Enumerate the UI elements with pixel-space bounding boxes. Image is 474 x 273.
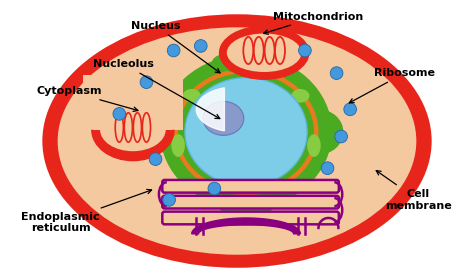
Circle shape (194, 40, 207, 52)
Text: Cytoplasm: Cytoplasm (37, 86, 138, 111)
Circle shape (321, 162, 334, 174)
Ellipse shape (172, 134, 185, 157)
FancyBboxPatch shape (162, 180, 339, 193)
Ellipse shape (100, 108, 166, 151)
Ellipse shape (214, 170, 278, 220)
Text: Nucleolus: Nucleolus (93, 59, 220, 118)
Ellipse shape (42, 14, 432, 268)
Ellipse shape (160, 55, 332, 209)
Ellipse shape (292, 89, 310, 103)
Text: Endoplasmic
reticulum: Endoplasmic reticulum (21, 189, 152, 233)
Circle shape (149, 153, 162, 165)
FancyBboxPatch shape (162, 196, 339, 209)
FancyBboxPatch shape (162, 212, 339, 224)
Circle shape (163, 194, 175, 206)
Ellipse shape (203, 101, 244, 135)
Ellipse shape (56, 26, 418, 256)
Ellipse shape (92, 99, 173, 160)
Ellipse shape (149, 109, 199, 155)
Ellipse shape (219, 46, 273, 91)
Ellipse shape (219, 26, 310, 80)
Text: Nucleus: Nucleus (131, 20, 220, 73)
Circle shape (167, 44, 180, 57)
Text: Ribosome: Ribosome (349, 68, 435, 103)
Bar (83, 75, 182, 130)
Circle shape (113, 108, 126, 120)
Ellipse shape (230, 27, 298, 52)
Ellipse shape (227, 34, 301, 72)
Text: Cell
membrane: Cell membrane (376, 171, 451, 211)
Ellipse shape (307, 134, 321, 157)
Circle shape (208, 182, 221, 195)
Polygon shape (191, 218, 301, 234)
Text: Mitochondrion: Mitochondrion (264, 11, 364, 34)
Circle shape (140, 76, 153, 88)
Circle shape (299, 44, 311, 57)
Ellipse shape (173, 69, 319, 195)
Ellipse shape (182, 89, 201, 103)
Ellipse shape (293, 109, 343, 155)
Ellipse shape (212, 51, 280, 73)
Ellipse shape (178, 73, 314, 191)
Circle shape (344, 103, 356, 116)
Circle shape (330, 67, 343, 79)
Circle shape (335, 130, 347, 143)
Polygon shape (196, 88, 224, 131)
Ellipse shape (185, 78, 307, 186)
